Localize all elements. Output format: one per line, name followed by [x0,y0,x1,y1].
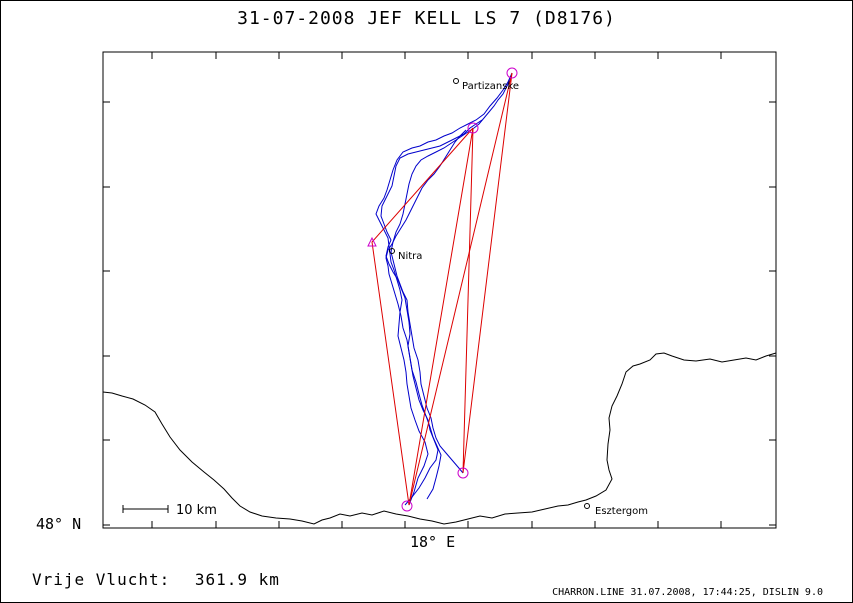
distance-value: 361.9 km [194,570,280,589]
turnpoint-marker [467,122,479,134]
town-marker-esztergom [584,503,590,509]
town-marker-nitra [389,248,395,254]
gps-track [375,72,513,506]
footer-info: CHARRON.LINE 31.07.2008, 17:44:25, DISLI… [552,587,823,598]
scale-bar [122,505,169,513]
town-markers [389,78,590,509]
turnpoint-marker [457,467,469,479]
town-label-esztergom: Esztergom [595,506,648,517]
flight-title: 31-07-2008 JEF KELL LS 7 (D8176) [237,8,616,29]
scale-bar-label: 10 km [176,503,217,518]
axis-ticks [103,52,776,528]
longitude-label: 18° E [410,533,456,551]
country-border-line [102,352,777,525]
distance-label: Vrije Vlucht: [32,570,171,589]
map-frame [102,51,777,529]
task-legs [371,72,513,506]
turnpoints [367,67,518,512]
start-marker [367,236,377,247]
latitude-label: 48° N [36,515,82,533]
town-label-nitra: Nitra [398,251,422,262]
turnpoint-marker [506,67,518,79]
turnpoint-marker [401,500,413,512]
town-label-partizanske: Partizanske [462,81,519,92]
distance-summary: Vrije Vlucht: 361.9 km [32,570,280,589]
town-marker-partizanske [453,78,459,84]
